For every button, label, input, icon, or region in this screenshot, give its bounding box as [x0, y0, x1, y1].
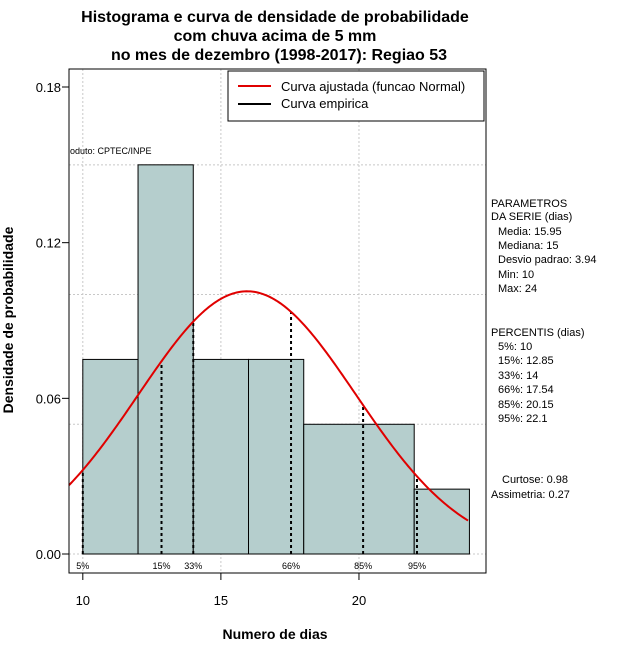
parameter-mediana: Mediana: 15	[498, 240, 559, 252]
histogram-bar-4	[248, 358, 305, 555]
percentil-66: 66%: 17.54	[498, 384, 554, 396]
percentile-label-2: 15%	[153, 561, 171, 571]
axes: 10 15 20 0.00 0.06 0.12 0.18	[36, 80, 367, 608]
percentile-label-5: 85%	[354, 561, 372, 571]
percentis-panel: PERCENTIS (dias) 5%: 10 15%: 12.85 33%: …	[491, 327, 585, 425]
chart-title-line-3: no mes de dezembro (1998-2017): Regiao 5…	[111, 47, 447, 64]
parameters-heading-1: PARAMETROS	[491, 198, 567, 210]
x-axis-title: Numero de dias	[222, 626, 327, 642]
percentis-heading: PERCENTIS (dias)	[491, 327, 585, 339]
histogram-bar-3	[192, 358, 250, 555]
shape-stats-panel: Curtose: 0.98 Assimetria: 0.27	[491, 474, 570, 501]
x-tick-label-20: 20	[352, 593, 366, 608]
legend-label-fit: Curva ajustada (funcao Normal)	[281, 79, 465, 94]
percentil-85: 85%: 20.15	[498, 399, 554, 411]
y-tick-label-0: 0.00	[36, 547, 61, 562]
y-tick-label-2: 0.12	[36, 236, 61, 251]
x-tick-label-10: 10	[76, 593, 90, 608]
chart-title-line-1: Histograma e curva de densidade de proba…	[81, 9, 469, 26]
percentil-15: 15%: 12.85	[498, 355, 554, 367]
percentil-95: 95%: 22.1	[498, 413, 548, 425]
parameter-media: Media: 15.95	[498, 226, 562, 238]
percentile-label-6: 95%	[408, 561, 426, 571]
y-tick-label-3: 0.18	[36, 80, 61, 95]
parameter-max: Max: 24	[498, 283, 537, 295]
y-axis-title: Densidade de probabilidade	[0, 226, 16, 413]
percentile-label-4: 66%	[282, 561, 300, 571]
percentil-33: 33%: 14	[498, 370, 538, 382]
chart-title-line-2: com chuva acima de 5 mm	[174, 28, 377, 45]
legend: Curva ajustada (funcao Normal) Curva emp…	[227, 70, 485, 122]
percentile-label-1: 5%	[76, 561, 89, 571]
y-tick-label-1: 0.06	[36, 391, 61, 406]
stat-assimetria: Assimetria: 0.27	[491, 489, 570, 501]
legend-label-empirical: Curva empirica	[281, 96, 369, 111]
normal-fit-curve	[68, 290, 469, 522]
parameters-panel: PARAMETROS DA SERIE (dias) Media: 15.95 …	[491, 198, 596, 295]
histogram-bar-2	[137, 164, 194, 555]
parameters-heading-2: DA SERIE (dias)	[491, 211, 572, 223]
parameter-desvio: Desvio padrao: 3.94	[498, 254, 596, 266]
histogram-bar-5	[303, 423, 415, 555]
percentile-markers: 5% 15% 33% 66% 85% 95%	[76, 311, 426, 571]
percentil-5: 5%: 10	[498, 341, 532, 353]
histogram-bar-6	[413, 488, 470, 555]
legend-box	[227, 70, 485, 122]
percentile-label-3: 33%	[184, 561, 202, 571]
x-tick-label-15: 15	[214, 593, 228, 608]
histogram-bars	[82, 164, 470, 555]
histogram-bar-1	[82, 358, 139, 555]
source-note: oduto: CPTEC/INPE	[70, 146, 152, 156]
stat-curtose: Curtose: 0.98	[502, 474, 568, 486]
parameter-min: Min: 10	[498, 269, 534, 281]
